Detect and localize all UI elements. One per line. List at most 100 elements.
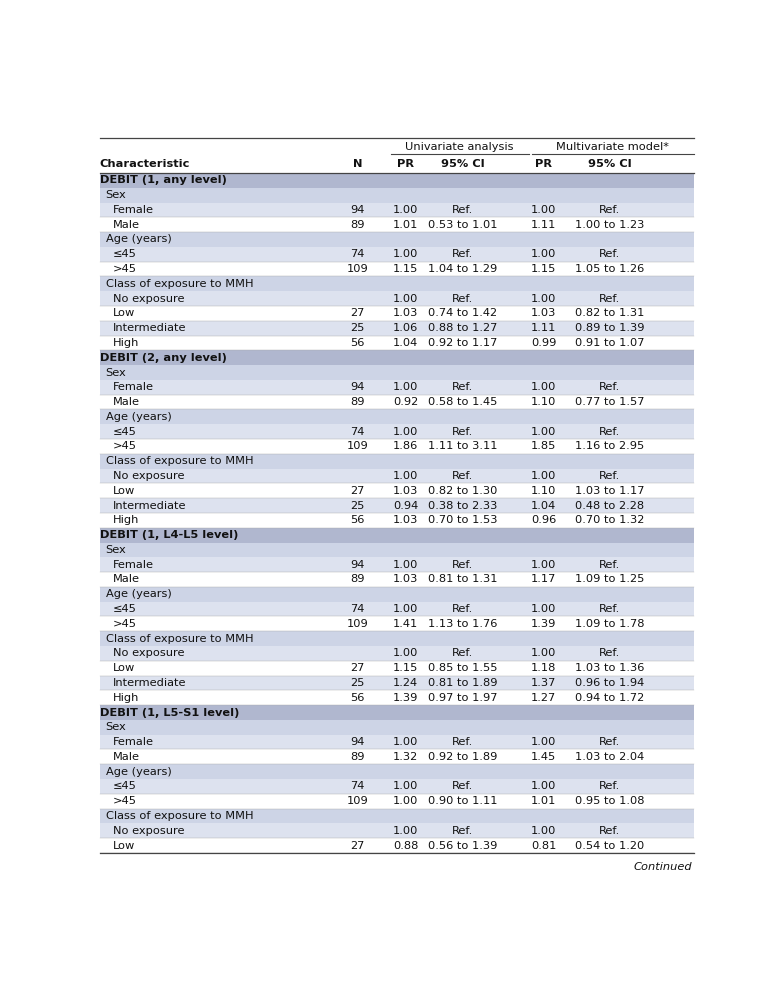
Text: >45: >45 <box>113 796 137 806</box>
Text: 27: 27 <box>351 309 365 319</box>
Text: 0.99: 0.99 <box>531 338 557 348</box>
Text: 0.56 to 1.39: 0.56 to 1.39 <box>428 840 498 850</box>
Bar <box>100 395 694 410</box>
Bar <box>100 779 694 794</box>
Text: DEBIT (2, any level): DEBIT (2, any level) <box>100 353 227 363</box>
Bar <box>100 720 694 734</box>
Bar <box>100 247 694 262</box>
Text: Continued: Continued <box>634 862 693 872</box>
Text: Class of exposure to MMH: Class of exposure to MMH <box>106 279 253 289</box>
Bar <box>100 365 694 380</box>
Text: 1.37: 1.37 <box>531 678 557 688</box>
Text: Ref.: Ref. <box>452 559 473 569</box>
Text: >45: >45 <box>113 264 137 274</box>
Text: 1.04: 1.04 <box>531 500 557 510</box>
Text: 95% CI: 95% CI <box>587 160 632 170</box>
Text: 1.05 to 1.26: 1.05 to 1.26 <box>575 264 644 274</box>
Text: DEBIT (1, L4-L5 level): DEBIT (1, L4-L5 level) <box>100 530 238 540</box>
Text: 56: 56 <box>351 338 365 348</box>
Text: 0.88 to 1.27: 0.88 to 1.27 <box>428 323 498 334</box>
Text: 27: 27 <box>351 840 365 850</box>
Bar <box>100 675 694 690</box>
Bar <box>100 351 694 365</box>
Text: 1.03: 1.03 <box>393 309 419 319</box>
Text: Ref.: Ref. <box>452 383 473 393</box>
Text: No exposure: No exposure <box>113 471 184 481</box>
Text: Ref.: Ref. <box>599 427 620 437</box>
Text: 1.00: 1.00 <box>531 781 557 791</box>
Bar <box>100 734 694 749</box>
Text: 1.85: 1.85 <box>531 442 557 452</box>
Text: 56: 56 <box>351 515 365 525</box>
Text: 89: 89 <box>351 220 365 230</box>
Text: 0.88: 0.88 <box>393 840 419 850</box>
Text: 74: 74 <box>351 427 365 437</box>
Text: Ref.: Ref. <box>599 604 620 614</box>
Text: 1.00: 1.00 <box>531 604 557 614</box>
Text: 1.15: 1.15 <box>531 264 557 274</box>
Text: 1.03: 1.03 <box>531 309 557 319</box>
Bar <box>100 454 694 469</box>
Text: PR: PR <box>397 160 414 170</box>
Text: 1.00: 1.00 <box>393 559 419 569</box>
Text: Ref.: Ref. <box>452 604 473 614</box>
Bar <box>100 794 694 808</box>
Bar <box>100 439 694 454</box>
Bar <box>100 764 694 779</box>
Text: 1.00: 1.00 <box>393 205 419 215</box>
Text: DEBIT (1, any level): DEBIT (1, any level) <box>100 176 227 186</box>
Bar <box>100 705 694 720</box>
Text: 1.03: 1.03 <box>393 486 419 496</box>
Text: Intermediate: Intermediate <box>113 500 187 510</box>
Bar <box>100 232 694 247</box>
Text: 1.03 to 1.17: 1.03 to 1.17 <box>575 486 645 496</box>
Text: 1.15: 1.15 <box>393 264 419 274</box>
Text: 0.77 to 1.57: 0.77 to 1.57 <box>575 397 645 407</box>
Text: 0.70 to 1.32: 0.70 to 1.32 <box>575 515 644 525</box>
Text: 0.96 to 1.94: 0.96 to 1.94 <box>575 678 644 688</box>
Text: 27: 27 <box>351 486 365 496</box>
Text: 1.00: 1.00 <box>531 427 557 437</box>
Text: Female: Female <box>113 205 154 215</box>
Text: 1.00: 1.00 <box>393 781 419 791</box>
Bar <box>100 838 694 853</box>
Text: 1.11: 1.11 <box>531 323 557 334</box>
Text: Class of exposure to MMH: Class of exposure to MMH <box>106 633 253 643</box>
Text: 1.00: 1.00 <box>531 559 557 569</box>
Text: Ref.: Ref. <box>599 559 620 569</box>
Text: No exposure: No exposure <box>113 826 184 836</box>
Text: Female: Female <box>113 559 154 569</box>
Text: 1.00: 1.00 <box>393 796 419 806</box>
Bar <box>100 572 694 586</box>
Text: Intermediate: Intermediate <box>113 323 187 334</box>
Bar <box>100 512 694 527</box>
Text: Low: Low <box>113 840 135 850</box>
Text: 1.00: 1.00 <box>531 737 557 747</box>
Text: 1.00: 1.00 <box>531 250 557 260</box>
Text: 0.89 to 1.39: 0.89 to 1.39 <box>575 323 645 334</box>
Bar <box>100 660 694 675</box>
Text: Male: Male <box>113 752 140 762</box>
Text: 1.00: 1.00 <box>531 294 557 304</box>
Text: 1.00: 1.00 <box>531 471 557 481</box>
Text: Class of exposure to MMH: Class of exposure to MMH <box>106 811 253 821</box>
Text: 25: 25 <box>351 678 365 688</box>
Text: 1.03 to 2.04: 1.03 to 2.04 <box>575 752 644 762</box>
Text: 0.82 to 1.30: 0.82 to 1.30 <box>428 486 498 496</box>
Text: 0.90 to 1.11: 0.90 to 1.11 <box>428 796 498 806</box>
Text: 109: 109 <box>347 796 368 806</box>
Bar <box>100 586 694 601</box>
Text: Ref.: Ref. <box>599 294 620 304</box>
Bar <box>100 527 694 542</box>
Bar <box>100 277 694 292</box>
Text: 1.04 to 1.29: 1.04 to 1.29 <box>428 264 497 274</box>
Bar <box>100 410 694 425</box>
Bar <box>100 484 694 499</box>
Text: 0.58 to 1.45: 0.58 to 1.45 <box>428 397 498 407</box>
Bar <box>100 646 694 660</box>
Text: Univariate analysis: Univariate analysis <box>406 142 514 152</box>
Text: 0.96: 0.96 <box>531 515 557 525</box>
Text: 0.91 to 1.07: 0.91 to 1.07 <box>575 338 645 348</box>
Text: 1.00: 1.00 <box>531 648 557 658</box>
Bar <box>100 823 694 838</box>
